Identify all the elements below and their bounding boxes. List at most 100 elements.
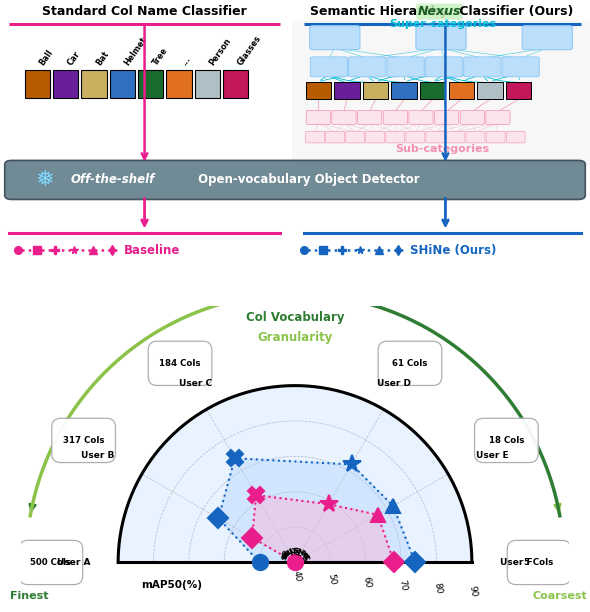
Text: e: e (299, 546, 309, 557)
Text: g: g (279, 548, 290, 558)
Text: Helmet: Helmet (122, 35, 149, 67)
Text: User F: User F (500, 558, 532, 567)
FancyBboxPatch shape (195, 70, 220, 98)
FancyBboxPatch shape (420, 82, 445, 99)
Text: t: t (291, 543, 296, 553)
FancyBboxPatch shape (464, 57, 501, 76)
FancyBboxPatch shape (406, 131, 425, 143)
Text: e: e (278, 550, 289, 559)
Text: e: e (294, 543, 302, 554)
FancyBboxPatch shape (434, 110, 459, 124)
Text: Nexus: Nexus (418, 5, 461, 18)
Text: Tree: Tree (150, 46, 169, 67)
FancyBboxPatch shape (306, 82, 331, 99)
Text: Baseline: Baseline (124, 244, 181, 256)
FancyBboxPatch shape (507, 540, 571, 584)
Text: User A: User A (57, 558, 91, 567)
Text: s: s (277, 552, 287, 561)
Text: 61 Cols: 61 Cols (392, 359, 428, 368)
Text: Sub-categories: Sub-categories (395, 144, 490, 154)
FancyBboxPatch shape (363, 82, 388, 99)
Text: Col Vocabulary: Col Vocabulary (246, 312, 344, 324)
FancyBboxPatch shape (425, 57, 463, 76)
FancyBboxPatch shape (416, 26, 466, 50)
Text: Coarsest: Coarsest (533, 591, 588, 601)
Text: Classifier (Ours): Classifier (Ours) (455, 5, 574, 18)
FancyBboxPatch shape (386, 131, 405, 143)
FancyBboxPatch shape (53, 70, 78, 98)
FancyBboxPatch shape (223, 70, 248, 98)
FancyBboxPatch shape (477, 82, 503, 99)
FancyBboxPatch shape (306, 110, 330, 124)
FancyBboxPatch shape (346, 131, 365, 143)
FancyBboxPatch shape (387, 57, 424, 76)
FancyBboxPatch shape (466, 131, 485, 143)
FancyBboxPatch shape (148, 341, 212, 386)
FancyBboxPatch shape (332, 110, 356, 124)
Text: Ball: Ball (38, 48, 55, 67)
FancyBboxPatch shape (378, 341, 442, 386)
FancyBboxPatch shape (349, 57, 386, 76)
Text: Person: Person (208, 37, 232, 67)
Text: Glasses: Glasses (235, 34, 263, 67)
Text: 60: 60 (362, 576, 373, 589)
Text: Semantic Hierarchy: Semantic Hierarchy (310, 5, 452, 18)
FancyBboxPatch shape (506, 131, 525, 143)
Text: 18 Cols: 18 Cols (489, 436, 524, 445)
Polygon shape (118, 386, 472, 562)
Text: Granularity: Granularity (257, 330, 333, 344)
FancyBboxPatch shape (306, 131, 324, 143)
Text: a: a (301, 550, 312, 559)
FancyBboxPatch shape (19, 540, 83, 584)
Text: Super-categories: Super-categories (389, 19, 496, 29)
Text: User E: User E (476, 451, 508, 460)
FancyBboxPatch shape (486, 110, 510, 124)
Text: 5 Cols: 5 Cols (525, 558, 554, 567)
Text: a: a (281, 546, 291, 557)
FancyBboxPatch shape (392, 82, 417, 99)
Text: mAP50(%): mAP50(%) (140, 580, 202, 590)
Text: Finest: Finest (11, 591, 49, 601)
Text: 70: 70 (397, 579, 408, 592)
FancyBboxPatch shape (502, 57, 539, 76)
Text: User B: User B (81, 451, 115, 460)
Text: Car: Car (65, 50, 82, 67)
Polygon shape (218, 458, 415, 562)
FancyBboxPatch shape (426, 131, 445, 143)
Text: s: s (293, 543, 299, 553)
FancyBboxPatch shape (383, 110, 407, 124)
FancyBboxPatch shape (506, 82, 531, 99)
Text: User D: User D (377, 379, 411, 389)
Text: I: I (287, 545, 293, 554)
FancyBboxPatch shape (292, 21, 590, 165)
FancyBboxPatch shape (448, 82, 474, 99)
FancyBboxPatch shape (409, 110, 433, 124)
FancyBboxPatch shape (81, 70, 107, 98)
Text: SHiNe (Ours): SHiNe (Ours) (410, 244, 496, 256)
Text: Off-the-shelf: Off-the-shelf (71, 173, 155, 187)
Text: m: m (299, 547, 312, 559)
FancyBboxPatch shape (25, 70, 50, 98)
FancyBboxPatch shape (334, 82, 359, 99)
FancyBboxPatch shape (460, 110, 484, 124)
FancyBboxPatch shape (522, 26, 572, 50)
Text: 317 Cols: 317 Cols (63, 436, 104, 445)
Text: Bat: Bat (94, 50, 110, 67)
FancyBboxPatch shape (326, 131, 345, 143)
FancyBboxPatch shape (366, 131, 385, 143)
Text: ...: ... (179, 54, 192, 67)
Text: Standard Col Name Classifier: Standard Col Name Classifier (42, 5, 247, 18)
FancyBboxPatch shape (166, 70, 192, 98)
FancyBboxPatch shape (110, 70, 135, 98)
FancyBboxPatch shape (138, 70, 163, 98)
Text: User C: User C (179, 379, 212, 389)
Text: Open-vocabulary Object Detector: Open-vocabulary Object Detector (194, 173, 419, 187)
Text: 50: 50 (327, 573, 337, 586)
Text: ❅: ❅ (35, 170, 54, 190)
Text: m: m (281, 544, 294, 556)
Text: 80: 80 (432, 582, 443, 595)
Text: T: T (296, 544, 305, 554)
Text: S: S (302, 551, 313, 561)
Text: 90: 90 (467, 585, 478, 598)
FancyBboxPatch shape (310, 26, 360, 50)
